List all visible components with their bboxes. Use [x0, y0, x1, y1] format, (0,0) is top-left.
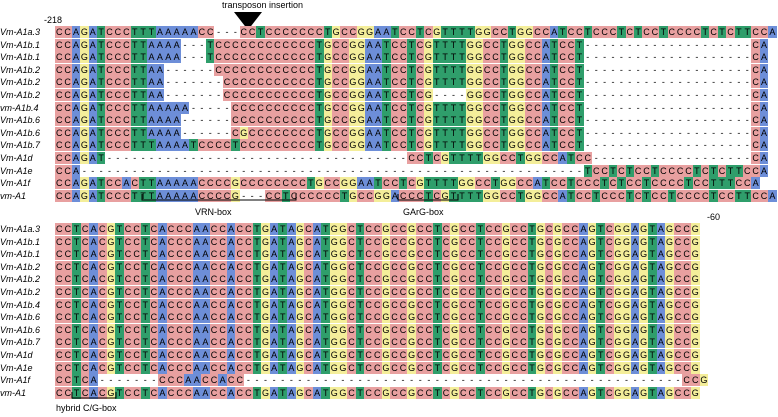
sequence-row: C C A G A T C C C T T A A A A - - - - - - C C C C C C C C C C T G C C GG A A T… [55, 114, 769, 127]
position-start-label: -218 [44, 15, 63, 25]
sequence-label: Vm-A1b.7 [0, 337, 41, 348]
sequence-row: C C A G A T C C C T T A A A A - - - - - - C G C C C C C C C C T G C C GG A A T… [55, 126, 769, 139]
sequence-label: Vm-A1b.6 [0, 324, 41, 335]
sequence-label: Vm-A1b.2 [0, 90, 41, 100]
sequence-label: Vm-A1e [0, 165, 33, 176]
sequence-row: C C A G A T C C C T T A A A A - - - T C C C C C C C C C C C C T G C C GG A A T… [55, 51, 769, 64]
sequence-label: Vm-A1b.2 [0, 77, 41, 88]
sequence-label: Vm-A1b.6 [0, 312, 41, 323]
sequence-label: Vm-A1b.1 [0, 236, 41, 247]
sequence-row: C C A G A T C C C T T T A A A A A C C - - - C C T C C C C C C C T G C C GG A A… [55, 26, 777, 38]
sequence-label: Vm-A1f [0, 178, 31, 189]
hybrid-box-bracket [71, 392, 117, 399]
vrn-box-label: VRN-box [195, 207, 232, 217]
sequence-row: C C A G A T C C C T T A A - - - - - - C C C C C C C C C C C C T G C C GG A A T… [55, 63, 769, 76]
sequence-label: Vm-A1d [0, 350, 33, 360]
sequence-row: C C A G A T C C A C T T A A A A A C C C C G C C C C C C C C T G C C GG A A T C… [55, 177, 760, 190]
vrn-box-bracket [141, 194, 297, 201]
sequence-label: Vm-A1b.2 [0, 261, 41, 272]
sequence-label: vm-A1b.4 [0, 102, 39, 113]
sequence-label: Vm-A1b.2 [0, 274, 41, 285]
sequence-label: Vm-A1a.3 [0, 224, 41, 234]
sequence-label: Vm-A1b.1 [0, 39, 41, 50]
sequence-row: C C A G A T C C C T T A A - - - - - - - C C C C C C C C C C C T G C C GG A A T… [55, 76, 769, 89]
sequence-label: vm-A1 [0, 387, 27, 398]
sequence-label: Vm-A1e [0, 362, 33, 373]
transposon-label: transposon insertion [222, 0, 304, 10]
sequence-label: Vm-A1b.6 [0, 127, 41, 138]
sequence-row: C C A G A T C C C T T A A A A - - - T C C C C C C C C C C C C T G C C GG A A T… [55, 38, 769, 51]
sequence-label: Vm-A1f [0, 375, 31, 386]
sequence-label: Vm-A1b.4 [0, 299, 41, 310]
position-end-label: -60 [707, 212, 721, 222]
sequence-label: Vm-A1b.7 [0, 140, 41, 151]
hybrid-box-label: hybrid C/G-box [56, 403, 117, 413]
sequence-label: vm-A1 [0, 190, 27, 201]
sequence-label: Vm-A1b.1 [0, 52, 41, 63]
sequence-row: C C A G A T C C C T T A A - - - - - - - C C C C C C C C C C C T G C C GG A A T… [55, 89, 769, 101]
sequence-label: Vm-A1b.2 [0, 287, 41, 297]
garg-box-bracket [397, 194, 459, 201]
sequence-row: C C A G A T C C C T T A A A A A - - - - - C C C C C C C C C C T G C C GG A A T… [55, 101, 769, 114]
sequence-row: C C A G A T C C C T T T A A A A A C C C C G - - - C C T C C C C C C T G C C GG… [55, 189, 777, 202]
sequence-label: Vm-A1a.3 [0, 27, 41, 37]
garg-box-label: GArG-box [403, 207, 444, 217]
sequence-label: Vm-A1b.1 [0, 249, 41, 260]
sequence-label: Vm-A1b.2 [0, 64, 41, 75]
sequence-row: C C A G A T C C C T T T A A A A T C C C C T C C C C C C C C C T G C C GG A A T… [55, 139, 769, 152]
sequence-label: Vm-A1d [0, 153, 33, 163]
sequence-label: Vm-A1b.6 [0, 115, 41, 126]
